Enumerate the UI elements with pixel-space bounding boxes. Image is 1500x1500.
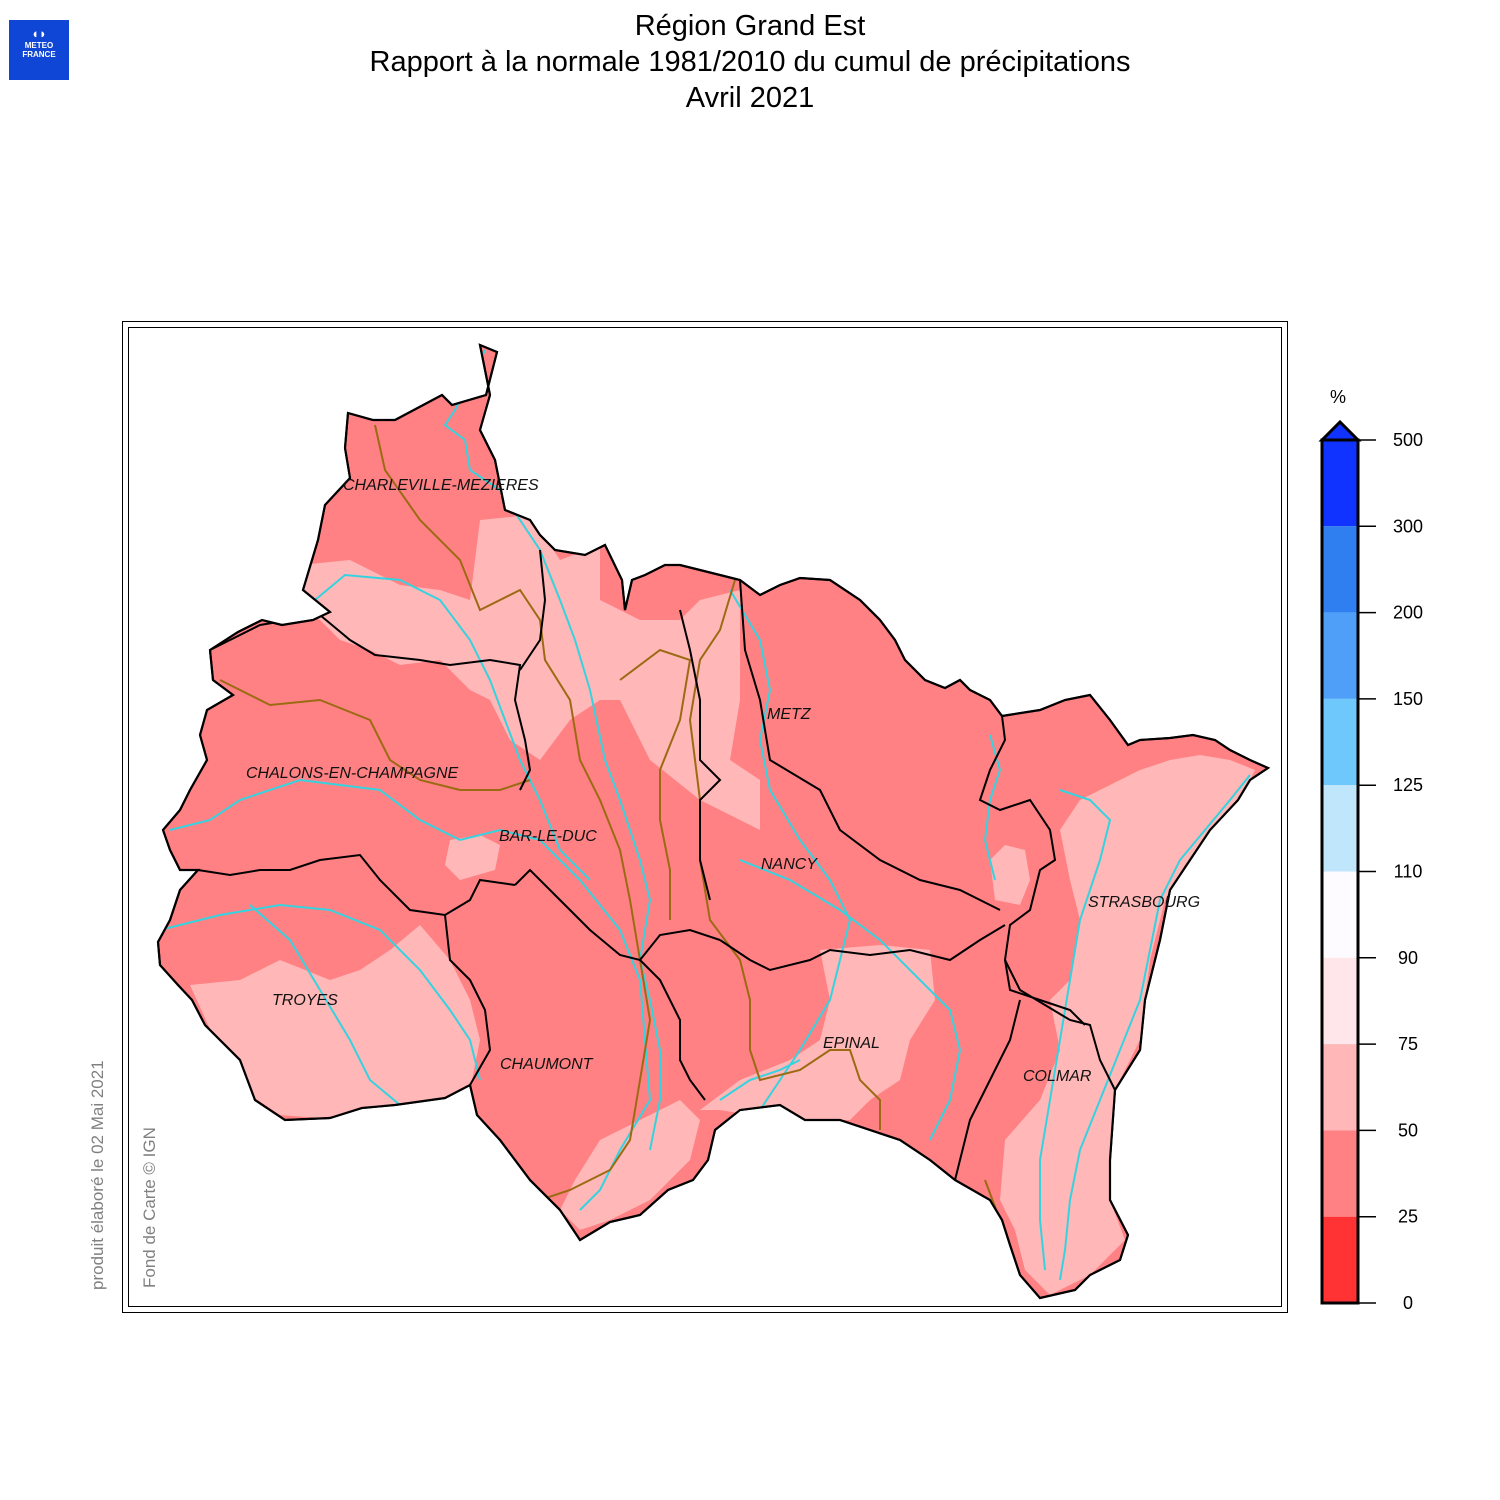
legend-swatch-0-25 — [1322, 1216, 1358, 1303]
river-aube — [249, 904, 401, 1106]
border-meuse-mm — [679, 609, 722, 901]
city-label-charleville: CHARLEVILLE-MEZIERES — [343, 477, 539, 494]
legend-tick-label-50: 50 — [1398, 1120, 1418, 1140]
river-moselle — [729, 589, 852, 1111]
legend-tick-label-500: 500 — [1393, 430, 1423, 450]
city-label-bar-le-duc: BAR-LE-DUC — [499, 828, 597, 845]
legend-unit-label: % — [1330, 387, 1347, 407]
border-aube-hautemarne — [444, 914, 492, 1086]
legend-tick-label-300: 300 — [1393, 516, 1423, 536]
zone-marne-spot — [445, 835, 500, 880]
river-marne — [169, 778, 652, 1211]
department-borders — [197, 549, 1116, 1181]
basin-border-meuse-west — [374, 424, 652, 1201]
city-label-chalons: CHALONS-EN-CHAMPAGNE — [246, 765, 459, 782]
legend-swatch-200-300 — [1322, 526, 1358, 613]
border-mm-vosges — [719, 924, 1006, 972]
city-label-strasbourg: STRASBOURG — [1088, 894, 1200, 911]
map-title-period: Avril 2021 — [685, 82, 815, 114]
meteo-france-logo: ◖◗ METEO FRANCE — [9, 20, 69, 80]
legend-swatch-50-75 — [1322, 1044, 1358, 1131]
logo-glyph: ◖◗ — [31, 26, 47, 41]
border-meuse-hautemarne — [514, 868, 721, 962]
zone-alsace — [1000, 755, 1255, 1295]
map-frame-inner — [128, 327, 1282, 1307]
basin-border-upper-moselle — [619, 648, 692, 920]
legend-tick-label-150: 150 — [1393, 689, 1423, 709]
production-date-credit: produit élaboré le 02 Mai 2021 — [88, 1060, 107, 1290]
city-label-colmar: COLMAR — [1023, 1068, 1092, 1085]
legend-swatch-150-200 — [1322, 612, 1358, 699]
border-vosges-hautemarne — [639, 959, 706, 1101]
zone-ardennes-south — [300, 515, 760, 830]
border-marne-aube — [197, 853, 516, 917]
logo-text-meteo: METEO — [24, 41, 54, 50]
legend-tick-label-75: 75 — [1398, 1034, 1418, 1054]
logo-text-france: FRANCE — [22, 50, 56, 59]
color-legend: 500 300 200 150 125 110 90 75 50 25 0 — [1318, 419, 1423, 1313]
legend-swatch-90-110 — [1322, 871, 1358, 958]
legend-swatch-75-90 — [1322, 957, 1358, 1045]
border-basrhin-hautrhin — [1004, 959, 1116, 1091]
legend-tick-label-25: 25 — [1398, 1207, 1418, 1227]
legend-tick-label-200: 200 — [1393, 603, 1423, 623]
legend-swatch-25-50 — [1322, 1130, 1358, 1217]
river-seine — [159, 903, 481, 1081]
city-label-epinal: EPINAL — [823, 1035, 880, 1052]
border-vosges-hautrhin — [954, 999, 1021, 1181]
city-label-metz: METZ — [767, 706, 812, 723]
map-frame-outer — [122, 321, 1288, 1313]
zone-aube — [190, 925, 480, 1118]
river-aisne — [314, 573, 591, 881]
basin-border-moselle-west — [688, 579, 881, 1130]
precip-zones-50-75 — [190, 515, 1255, 1295]
region-outline — [156, 343, 1271, 1300]
river-saone — [719, 1059, 801, 1101]
river-ill — [1039, 789, 1112, 1271]
map-title-region: Région Grand Est — [634, 10, 866, 42]
zone-moselle-east — [990, 845, 1030, 905]
map-title-subject: Rapport à la normale 1981/2010 du cumul … — [369, 46, 1131, 78]
legend-tick-label-125: 125 — [1393, 775, 1423, 795]
legend-swatch-110-125 — [1322, 785, 1358, 872]
river-meurthe — [739, 859, 962, 1141]
city-label-chaumont: CHAUMONT — [500, 1056, 594, 1073]
basemap-credit: Fond de Carte © IGN — [140, 1127, 159, 1288]
legend-tick-label-110: 110 — [1394, 862, 1423, 882]
map-region — [156, 343, 1271, 1300]
river-rhin — [1059, 774, 1251, 1281]
legend-overflow-arrow — [1318, 419, 1362, 442]
city-label-nancy: NANCY — [761, 856, 818, 873]
legend-swatch-300-500 — [1322, 440, 1358, 527]
basin-borders — [219, 424, 1006, 1261]
rivers — [159, 349, 1251, 1281]
legend-tick-label-0: 0 — [1403, 1293, 1413, 1313]
border-moselle-basrhin — [978, 715, 1086, 1026]
city-labels: CHARLEVILLE-MEZIERES METZ CHALONS-EN-CHA… — [246, 477, 1200, 1085]
border-mm-moselle — [739, 579, 1001, 911]
border-ardennes-meuse — [519, 549, 547, 671]
city-label-troyes: TROYES — [272, 992, 338, 1009]
river-meuse — [443, 349, 661, 1151]
legend-swatch-125-150 — [1322, 698, 1358, 786]
basin-border-champagne — [219, 679, 531, 791]
legend-tick-label-90: 90 — [1398, 948, 1418, 968]
zone-chaumont-south — [560, 1100, 700, 1230]
